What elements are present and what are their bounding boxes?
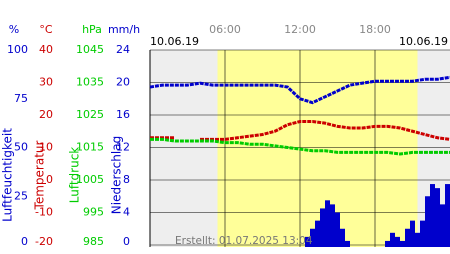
precip-bar	[305, 236, 310, 247]
precip-bar	[310, 228, 315, 247]
precip-bar	[345, 240, 350, 247]
y-tick-label: 1045	[76, 43, 104, 56]
y-tick-label: 0	[46, 173, 53, 186]
y-tick-label: 10	[39, 141, 53, 154]
y-tick-label: 4	[123, 206, 130, 219]
precip-bar	[410, 220, 415, 247]
precip-bar	[400, 240, 405, 247]
precip-bar	[315, 220, 320, 247]
precip-bar	[435, 188, 440, 247]
x-tick-label: 06:00	[209, 23, 241, 36]
axis-unit: mm/h	[108, 23, 140, 36]
x-tick-label: 12:00	[284, 23, 316, 36]
y-tick-label: -20	[35, 235, 53, 248]
y-tick-label: 1035	[76, 76, 104, 89]
axis-name: Niederschlag	[110, 136, 124, 214]
precip-bar	[335, 212, 340, 247]
precip-bar	[390, 232, 395, 247]
y-tick-label: 1005	[76, 173, 104, 186]
x-tick-label: 18:00	[359, 23, 391, 36]
created-note: Erstellt: 01.07.2025 13:04	[175, 235, 313, 247]
y-tick-label: 1025	[76, 108, 104, 121]
axis-name: Temperatur	[33, 140, 47, 210]
precip-bar	[320, 208, 325, 247]
axis-unit: °C	[39, 23, 53, 36]
y-tick-label: 1015	[76, 141, 104, 154]
precip-bar	[405, 228, 410, 247]
precip-bar	[415, 232, 420, 247]
y-tick-label: 0	[21, 235, 28, 248]
y-tick-label: 75	[14, 92, 28, 105]
y-tick-label: 16	[116, 108, 130, 121]
y-tick-label: 40	[39, 43, 53, 56]
axis-name: Luftdruck	[68, 147, 82, 204]
precip-bar	[440, 204, 445, 247]
precip-bar	[330, 204, 335, 247]
y-tick-label: 0	[123, 235, 130, 248]
y-tick-label: 12	[116, 141, 130, 154]
y-tick-label: 20	[116, 76, 130, 89]
date-right: 10.06.19	[399, 35, 448, 48]
series-line	[149, 75, 450, 105]
y-tick-label: 995	[83, 206, 104, 219]
axis-name: Luftfeuchtigkeit	[1, 128, 15, 222]
series-line	[150, 120, 450, 141]
precip-bar	[395, 236, 400, 247]
precip-bar	[430, 184, 435, 247]
daylight-band	[217, 50, 418, 247]
y-tick-label: 20	[39, 108, 53, 121]
axis-unit: %	[9, 23, 19, 36]
y-tick-label: 30	[39, 76, 53, 89]
y-tick-label: 25	[14, 189, 28, 202]
precip-bar	[340, 228, 345, 247]
y-tick-label: -10	[35, 206, 53, 219]
y-tick-label: 985	[83, 235, 104, 248]
date-left: 10.06.19	[150, 35, 199, 48]
y-tick-label: 24	[116, 43, 130, 56]
precip-bar	[385, 240, 390, 247]
precip-bar	[325, 200, 330, 247]
y-tick-label: 50	[14, 141, 28, 154]
series-line	[150, 137, 450, 156]
y-tick-label: 100	[7, 43, 28, 56]
y-tick-label: 8	[123, 173, 130, 186]
axis-unit: hPa	[82, 23, 102, 36]
precip-bar	[420, 220, 425, 247]
precip-bar	[425, 196, 430, 247]
precip-bar	[445, 184, 450, 247]
